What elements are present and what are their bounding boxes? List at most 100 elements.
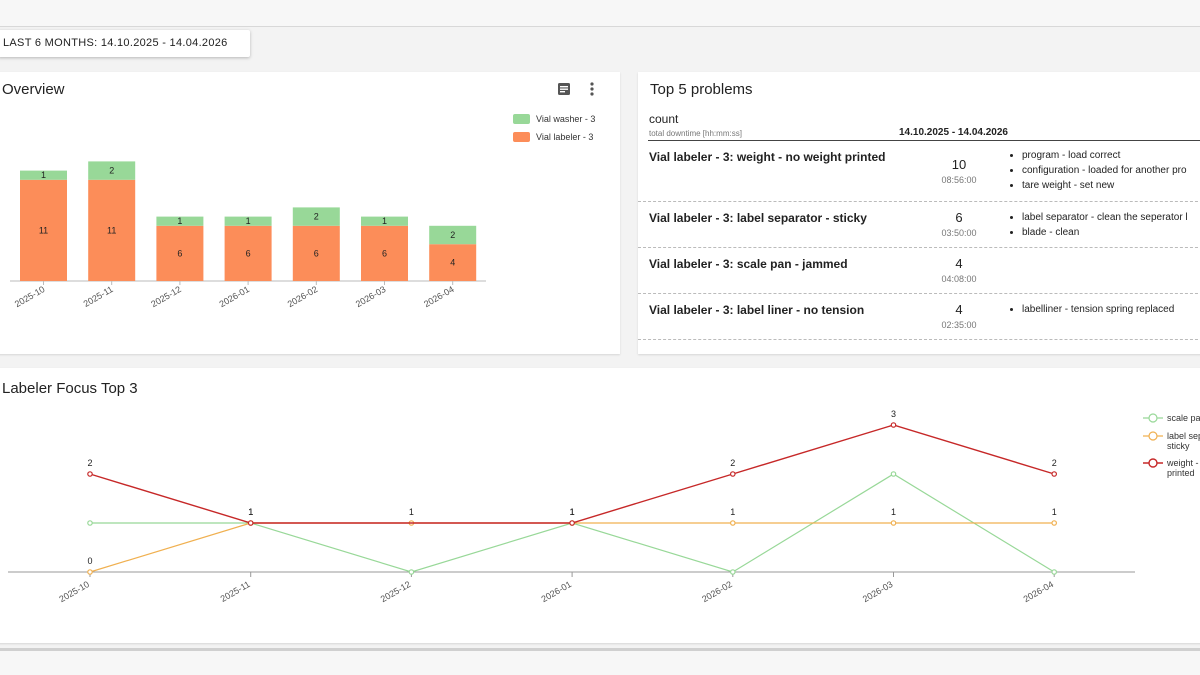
bar-value-label: 4: [450, 258, 455, 268]
problem-name: Vial labeler - 3: weight - no weight pri…: [649, 150, 886, 164]
date-range-button[interactable]: LAST 6 MONTHS: 14.10.2025 - 14.04.2026: [0, 30, 250, 57]
top-problems-card: Top 5 problems count total downtime [hh:…: [638, 72, 1200, 354]
problem-row[interactable]: Vial labeler - 3: label liner - no tensi…: [638, 294, 1200, 339]
data-point: [890, 471, 897, 477]
more-vert-icon[interactable]: [583, 80, 601, 98]
problems-subtitle: count: [649, 112, 679, 126]
problem-count: 4: [955, 302, 963, 317]
bar-washer: [292, 207, 340, 226]
problems-title: Top 5 problems: [650, 81, 753, 98]
overview-title: Overview: [2, 81, 65, 98]
problem-name: Vial labeler - 3: scale pan - jammed: [649, 257, 848, 271]
data-point: [1051, 471, 1058, 477]
data-point: [1051, 569, 1058, 575]
data-point: [87, 569, 93, 575]
focus-chart: 2025-10 2025-11 2025-12 2026-01 2026-02 2026-…: [8, 409, 1135, 604]
data-label: 1: [409, 507, 414, 517]
data-point: [569, 520, 575, 526]
data-point: [247, 520, 254, 526]
problem-downtime: 02:35:00: [941, 320, 977, 330]
data-label: 1: [570, 507, 575, 517]
bar-value-label: 2: [314, 212, 319, 222]
bar-labeler: [224, 225, 272, 281]
problems-header-divider: [648, 140, 1200, 141]
problem-row[interactable]: Vial labeler - 3: label separator - stic…: [638, 202, 1200, 248]
x-tick-label: 2026-02: [700, 579, 734, 604]
bar-value-label: 6: [177, 248, 182, 258]
data-label: 2: [730, 458, 735, 468]
data-point: [1051, 520, 1058, 526]
problem-row[interactable]: Vial labeler - 3: scale pan - jammed 4 0…: [638, 248, 1200, 294]
data-point: [729, 520, 736, 526]
data-label: 2: [87, 458, 92, 468]
data-point: [890, 422, 897, 428]
overview-chart: 1112025-101122025-11612025-12612026-0162…: [10, 161, 486, 309]
bar-washer: [156, 216, 204, 226]
bar-washer: [361, 216, 408, 226]
bar-value-label: 1: [41, 170, 46, 180]
bar-labeler: [20, 179, 67, 281]
x-tick-label: 2026-01: [217, 284, 251, 309]
problem-actions: program - load correct configuration - l…: [1012, 148, 1187, 193]
bar-value-label: 1: [382, 216, 387, 226]
problem-actions: label separator - clean the seperator l …: [1012, 210, 1188, 240]
notes-icon[interactable]: [555, 80, 573, 98]
problem-action: label separator - clean the seperator l: [1022, 210, 1188, 225]
data-label: 0: [87, 556, 92, 566]
x-tick-label: 2025-11: [82, 284, 115, 309]
top-toolbar: [0, 0, 1200, 27]
problem-action: program - load correct: [1022, 148, 1187, 163]
focus-legend-item[interactable]: label sep sticky: [1143, 431, 1200, 453]
problem-name: Vial labeler - 3: label liner - no tensi…: [649, 303, 865, 317]
legend-washer[interactable]: Vial washer - 3: [513, 114, 595, 124]
problem-actions: labelliner - tension spring replaced: [1012, 302, 1174, 317]
problem-action: configuration - loaded for another pro: [1022, 163, 1187, 178]
problem-downtime: 03:50:00: [941, 228, 977, 238]
bar-value-label: 11: [107, 225, 116, 235]
x-tick-label: 2026-02: [286, 284, 320, 309]
data-point: [87, 471, 93, 477]
bar-washer: [88, 161, 136, 180]
problem-action: blade - clean: [1022, 225, 1188, 240]
problems-divider: [638, 339, 1200, 340]
focus-legend-item[interactable]: weight - printed: [1143, 458, 1200, 480]
bar-value-label: 6: [246, 248, 251, 258]
data-label: 1: [248, 507, 253, 517]
bar-washer: [429, 225, 477, 245]
legend-labeler-label: Vial labeler - 3: [536, 132, 594, 142]
focus-legend-label: scale pa: [1167, 413, 1200, 423]
bar-value-label: 11: [39, 225, 48, 235]
data-point: [729, 471, 736, 477]
problem-count: 4: [955, 256, 963, 271]
x-tick-label: 2025-12: [379, 579, 413, 604]
bottom-area: [0, 651, 1200, 675]
problem-action: labelliner - tension spring replaced: [1022, 302, 1174, 317]
focus-title: Labeler Focus Top 3: [2, 380, 138, 397]
bar-washer: [20, 170, 67, 180]
data-point: [408, 569, 415, 575]
problem-row[interactable]: Vial labeler - 3: weight - no weight pri…: [638, 141, 1200, 202]
focus-legend-item[interactable]: scale pa: [1143, 413, 1200, 425]
legend-labeler[interactable]: Vial labeler - 3: [513, 132, 593, 142]
focus-legend-label: weight - printed: [1167, 458, 1199, 478]
series-line: [89, 522, 1055, 573]
x-tick-label: 2025-11: [219, 579, 252, 604]
series-line: [89, 424, 1055, 524]
bar-labeler: [156, 225, 204, 281]
bar-labeler: [88, 179, 136, 281]
data-point: [890, 520, 897, 526]
problem-count: 6: [955, 210, 963, 225]
legend-washer-swatch: [513, 114, 530, 124]
data-label: 3: [891, 409, 896, 419]
labeler-focus-card: Labeler Focus Top 3 2025-10 2025-11 2025-1…: [0, 368, 1200, 643]
bar-value-label: 1: [177, 216, 182, 226]
x-tick-label: 2026-04: [1022, 579, 1056, 604]
data-label: 1: [730, 507, 735, 517]
bar-value-label: 2: [450, 230, 455, 240]
legend-labeler-swatch: [513, 132, 530, 142]
x-tick-label: 2025-10: [13, 284, 47, 309]
bar-value-label: 6: [314, 248, 319, 258]
data-label: 1: [248, 507, 253, 517]
legend-washer-label: Vial washer - 3: [536, 114, 596, 124]
data-label: 1: [891, 507, 896, 517]
